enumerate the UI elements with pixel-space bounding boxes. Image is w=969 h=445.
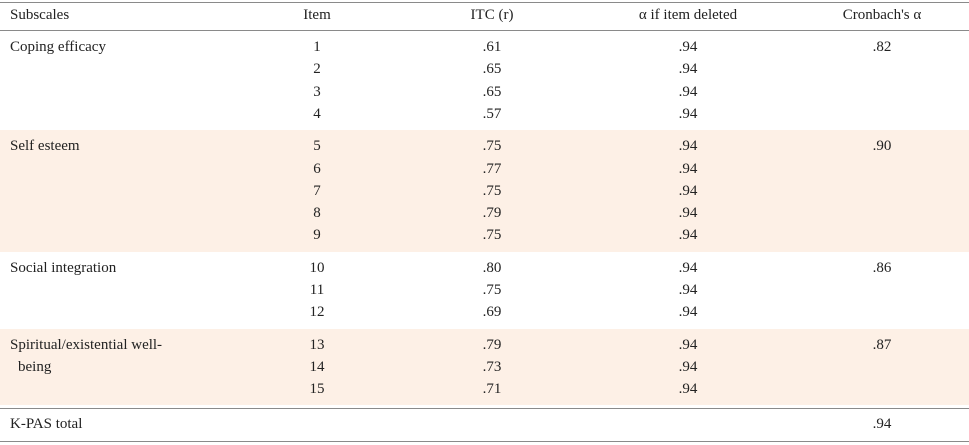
- item-number: 2: [313, 61, 321, 78]
- alpha-if-deleted: .94: [678, 182, 698, 199]
- itc-value: .69: [482, 304, 502, 321]
- item-number: 13: [309, 336, 325, 353]
- item-number: 6: [313, 160, 321, 177]
- itc-value: .61: [482, 39, 502, 55]
- item-number: 15: [309, 381, 325, 398]
- item-number: 11: [309, 282, 325, 298]
- alpha-if-deleted: .94: [678, 160, 698, 177]
- cronbach-alpha: .90: [872, 138, 892, 155]
- row-band: [0, 130, 969, 252]
- item-number: 1: [313, 39, 321, 55]
- column-header: ITC (r): [470, 7, 514, 23]
- itc-value: .65: [482, 61, 502, 78]
- cronbach-alpha: .86: [872, 259, 892, 276]
- item-number: 9: [313, 227, 321, 244]
- itc-value: .73: [482, 358, 502, 375]
- itc-value: .80: [482, 259, 502, 276]
- itc-value: .75: [482, 138, 502, 155]
- alpha-if-deleted: .94: [678, 61, 698, 78]
- item-number: 8: [313, 205, 321, 222]
- itc-value: .71: [482, 381, 502, 398]
- item-number: 5: [313, 138, 321, 155]
- cronbach-alpha: .87: [872, 336, 892, 353]
- itc-value: .65: [482, 83, 502, 100]
- column-header: Subscales: [10, 7, 70, 23]
- item-number: 4: [313, 105, 321, 122]
- column-header: α if item deleted: [638, 7, 738, 23]
- alpha-if-deleted: .94: [678, 304, 698, 321]
- subscale-name: Coping efficacy: [10, 39, 106, 55]
- column-header: Cronbach's α: [842, 7, 922, 23]
- subscale-name: Social integration: [10, 259, 117, 276]
- alpha-if-deleted: .94: [678, 138, 698, 155]
- alpha-if-deleted: .94: [678, 282, 698, 298]
- subscale-name: Self esteem: [10, 138, 80, 155]
- item-number: 10: [309, 259, 325, 276]
- alpha-if-deleted: .94: [678, 227, 698, 244]
- itc-value: .77: [482, 160, 502, 177]
- itc-value: .75: [482, 282, 502, 298]
- total-label: K-PAS total: [10, 415, 83, 432]
- alpha-if-deleted: .94: [678, 259, 698, 276]
- itc-value: .57: [482, 105, 502, 122]
- subscale-name: Spiritual/existential well-being: [10, 336, 163, 375]
- alpha-if-deleted: .94: [678, 381, 698, 398]
- column-header: Item: [303, 7, 331, 23]
- alpha-if-deleted: .94: [678, 358, 698, 375]
- header-rule: [0, 30, 969, 31]
- itc-value: .75: [482, 227, 502, 244]
- item-number: 7: [313, 182, 321, 199]
- top-rule: [0, 2, 969, 3]
- item-number: 3: [313, 83, 321, 100]
- cronbach-alpha: .82: [872, 39, 892, 55]
- item-number: 14: [309, 358, 325, 375]
- alpha-if-deleted: .94: [678, 205, 698, 222]
- itc-value: .79: [482, 336, 502, 353]
- row-band: [0, 328, 969, 406]
- alpha-if-deleted: .94: [678, 83, 698, 100]
- total-rule: [0, 407, 969, 409]
- alpha-if-deleted: .94: [678, 39, 698, 55]
- itc-value: .79: [482, 205, 502, 222]
- alpha-if-deleted: .94: [678, 336, 698, 353]
- alpha-if-deleted: .94: [678, 105, 698, 122]
- bottom-rule: [0, 440, 969, 442]
- itc-value: .75: [482, 182, 502, 199]
- item-number: 12: [309, 304, 325, 321]
- total-cronbach: .94: [872, 415, 892, 432]
